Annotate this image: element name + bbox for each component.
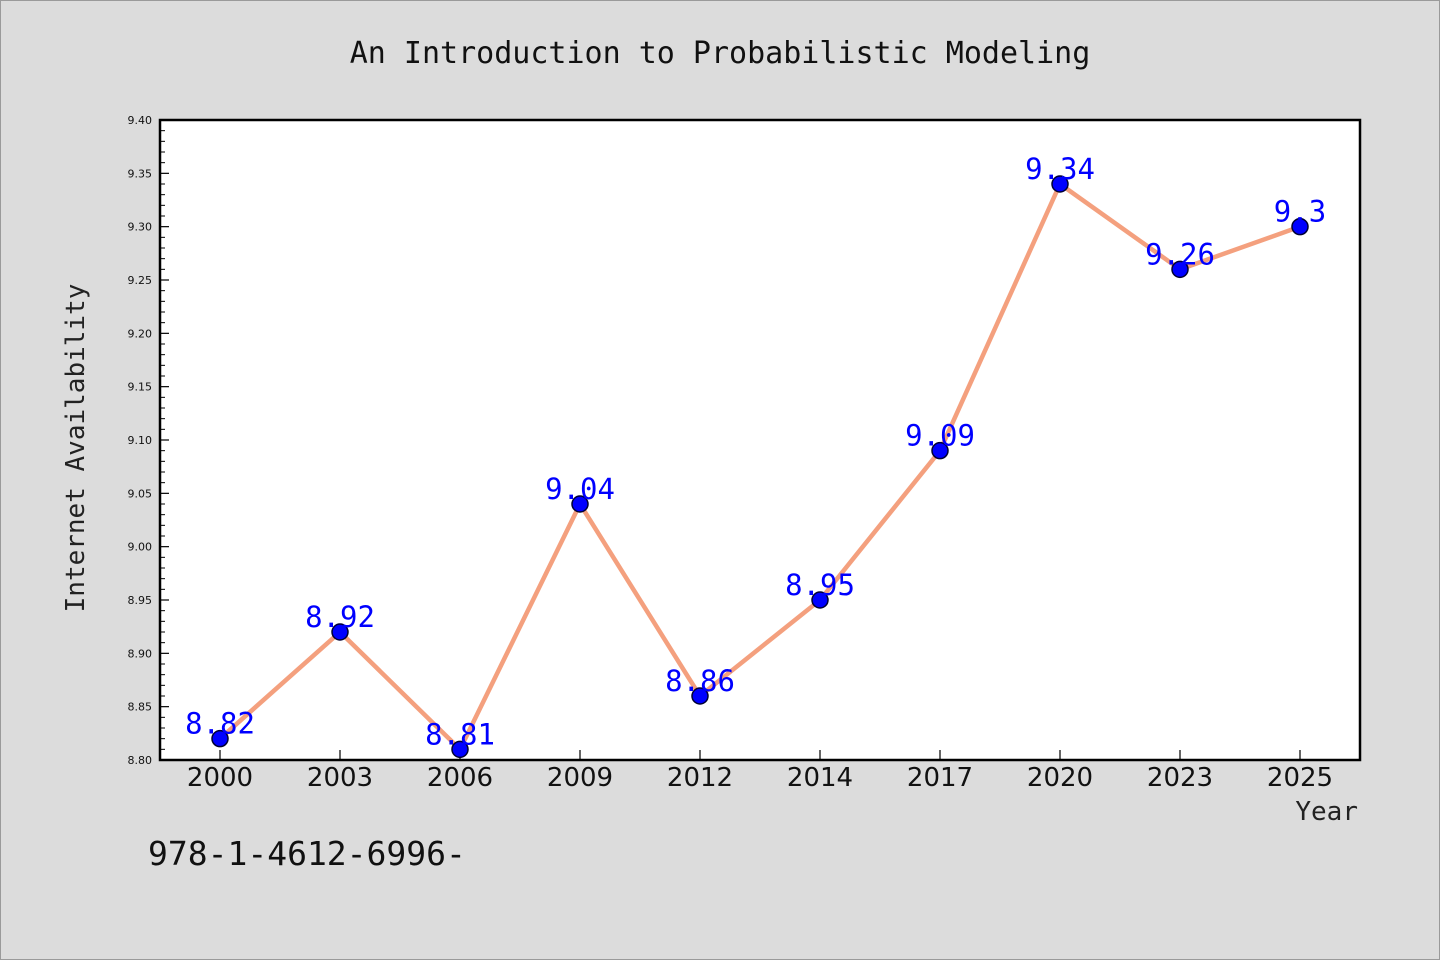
x-tick-label: 2003 [307, 763, 373, 793]
x-axis-ticks: 2000 2003 2006 2009 2012 2014 2017 2020 2023 2025 [187, 750, 1333, 793]
data-label: 9.34 [1025, 152, 1095, 186]
series-markers [211, 175, 1309, 759]
y-tick-label: 8.80 [128, 754, 153, 767]
y-tick-label: 8.90 [128, 647, 153, 660]
data-label: 8.82 [185, 707, 255, 741]
y-tick-label: 9.40 [128, 114, 153, 127]
x-tick-label: 2014 [787, 763, 853, 793]
y-tick-label: 9.20 [128, 327, 153, 340]
series-line [218, 181, 1301, 752]
data-label: 9.09 [905, 419, 975, 453]
data-point [331, 623, 349, 641]
plot-area [160, 120, 1360, 760]
data-point [211, 729, 229, 748]
y-tick-label: 9.25 [128, 274, 153, 287]
y-tick-label: 9.10 [128, 434, 153, 447]
y-tick-label: 9.15 [128, 381, 153, 394]
data-point [931, 441, 949, 460]
y-tick-label: 8.95 [128, 594, 153, 607]
plot-border [158, 118, 1362, 762]
data-point [451, 740, 469, 759]
x-tick-label: 2020 [1027, 763, 1093, 793]
y-tick-label: 9.00 [128, 541, 153, 554]
x-tick-label: 2025 [1267, 763, 1333, 793]
footer-code: 978-1-4612-6996- [148, 834, 466, 873]
data-label: 8.86 [665, 664, 735, 698]
x-tick-label: 2000 [187, 763, 253, 793]
y-tick-label: 9.35 [128, 167, 153, 180]
x-tick-label: 2009 [547, 763, 613, 793]
data-label: 9.26 [1145, 237, 1215, 271]
chart-title: An Introduction to Probabilistic Modelin… [350, 36, 1091, 71]
data-point [811, 591, 829, 609]
x-tick-label: 2023 [1147, 763, 1213, 793]
x-tick-label: 2017 [907, 763, 973, 793]
data-point [1291, 217, 1309, 236]
data-point [571, 495, 589, 513]
y-tick-label: 9.05 [128, 487, 153, 500]
data-point [1051, 175, 1069, 193]
x-tick-label: 2006 [427, 763, 493, 793]
data-point [1171, 260, 1189, 279]
data-label: 9.04 [545, 472, 615, 506]
y-axis-ticks: 8.80 8.85 8.90 8.95 9.00 9.05 9.10 9.15 9.20 9.25… [128, 114, 169, 767]
x-axis-label: Year [1295, 797, 1358, 827]
data-label: 8.95 [785, 568, 855, 602]
y-axis-label: Internet Availability [61, 284, 91, 613]
data-point [691, 687, 709, 705]
x-tick-label: 2012 [667, 763, 733, 793]
y-tick-label: 9.30 [128, 221, 153, 234]
data-labels: 8.82 8.92 8.81 9.04 8.86 8.95 9.09 9.34 9.26 9.3 [185, 152, 1326, 751]
data-label: 8.81 [425, 717, 495, 751]
data-label: 8.92 [305, 600, 375, 634]
data-label: 9.3 [1274, 195, 1326, 229]
y-tick-label: 8.85 [128, 701, 153, 714]
